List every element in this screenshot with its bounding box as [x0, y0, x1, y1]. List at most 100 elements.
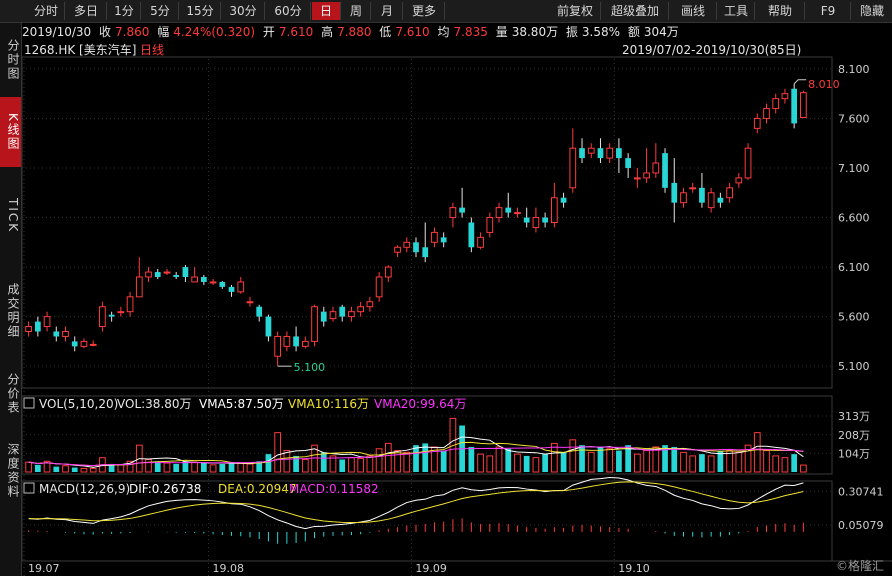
volume-bar-18: [191, 461, 198, 473]
period-tab-7[interactable]: 日: [312, 2, 341, 20]
period-tab-5[interactable]: 30分: [222, 2, 265, 20]
candle-body-34: [339, 306, 346, 317]
candle-46: [449, 202, 457, 228]
volume-tick-2: 104万: [838, 447, 870, 460]
min-price-label: 5.100: [294, 361, 326, 374]
volume-bar-40: [394, 450, 401, 473]
candle-body-26: [265, 316, 272, 337]
period-tab-1[interactable]: 多日: [66, 2, 107, 20]
candle-body-69: [662, 153, 668, 188]
sidebar-item-1[interactable]: K线图: [0, 97, 21, 167]
volume-bar-6: [80, 467, 88, 473]
period-tab-0[interactable]: 分时: [28, 2, 65, 20]
candle-80: [763, 103, 770, 124]
vol-value: VOL:38.80万: [117, 397, 192, 411]
candle-71: [680, 187, 687, 208]
candle-body-78: [744, 147, 752, 179]
volume-bar-37: [366, 455, 374, 473]
candle-body-84: [800, 92, 807, 118]
candle-55: [532, 207, 540, 233]
period-tab-2[interactable]: 1分: [108, 2, 141, 20]
vma10-value: VMA10:116万: [288, 397, 369, 411]
volume-bar-19: [200, 463, 207, 472]
volume-bar-24: [246, 463, 254, 473]
kline-chart-area[interactable]: 1268.HK [美东汽车] 日线 2019/07/02-2019/10/30(…: [22, 41, 892, 576]
candle-body-33: [329, 311, 337, 320]
sidebar-item-0[interactable]: 分时图: [6, 39, 20, 81]
vma10-line: [28, 441, 804, 467]
candle-body-52: [505, 207, 512, 213]
quote-high: 7.880: [337, 25, 372, 39]
symbol-label: 1268.HK [美东汽车]: [24, 42, 136, 57]
vma20-line: [28, 446, 804, 467]
candle-body-44: [431, 231, 438, 243]
toolbar-right-4[interactable]: 帮助: [756, 2, 805, 20]
volume-bar-41: [403, 451, 411, 473]
toolbar-right-6[interactable]: 隐藏: [852, 2, 892, 20]
volume-panel[interactable]: [22, 395, 833, 475]
candle-body-47: [459, 207, 465, 213]
volume-title: VOL(5,10,20): [39, 397, 118, 411]
price-frame: [22, 56, 833, 389]
candle-body-81: [772, 98, 780, 110]
candle-21: [219, 280, 226, 289]
volume-bar-82: [781, 457, 789, 473]
candle-body-64: [616, 148, 622, 159]
macd-panel-toggle-icon[interactable]: [23, 482, 35, 494]
candle-17: [182, 265, 189, 282]
candle-body-54: [523, 217, 530, 223]
toolbar-right-1[interactable]: 超级叠加: [602, 2, 669, 20]
candle-74: [707, 187, 715, 213]
volume-bar-73: [699, 454, 705, 472]
period-tab-10[interactable]: 更多: [404, 2, 445, 20]
period-tab-9[interactable]: 月: [372, 2, 403, 20]
sidebar-item-4[interactable]: 分价表: [6, 373, 20, 415]
candle-38: [375, 272, 383, 302]
toolbar-right-5[interactable]: F9: [806, 2, 851, 20]
sidebar-item-5[interactable]: 深度资料: [6, 443, 20, 499]
volume-panel-toggle-icon[interactable]: [23, 397, 35, 409]
period-tab-4[interactable]: 15分: [180, 2, 221, 20]
period-tab-6[interactable]: 60分: [266, 2, 311, 20]
candle-body-16: [173, 275, 180, 277]
candle-42: [413, 237, 419, 258]
volume-bar-26: [265, 454, 272, 472]
candle-14: [154, 269, 161, 279]
toolbar-right-3[interactable]: 工具: [718, 2, 755, 20]
dif-line: [28, 476, 804, 530]
candle-body-14: [154, 272, 161, 277]
sidebar-item-3[interactable]: 成交明细: [6, 283, 20, 339]
candle-body-22: [228, 286, 235, 292]
period-tab-3[interactable]: 5分: [142, 2, 179, 20]
candle-58: [560, 192, 567, 208]
candle-11: [126, 291, 134, 317]
toolbar-right-2[interactable]: 画线: [670, 2, 717, 20]
quote-volume: 38.80万: [511, 25, 559, 39]
candle-body-65: [625, 158, 632, 168]
period-tab-8[interactable]: 周: [342, 2, 371, 20]
candle-body-59: [569, 147, 577, 189]
sidebar-item-2[interactable]: TICK: [6, 198, 20, 234]
candle-body-71: [680, 192, 687, 204]
volume-bar-80: [763, 450, 770, 473]
candle-5: [71, 336, 78, 352]
volume-bar-51: [495, 446, 503, 473]
date-tick-2: 19.09: [415, 562, 447, 575]
candle-body-61: [587, 147, 595, 154]
candle-37: [366, 296, 374, 312]
candle-body-50: [486, 217, 494, 233]
candle-body-19: [200, 277, 207, 282]
candle-body-35: [348, 311, 355, 318]
candle-body-46: [449, 207, 457, 219]
quote-open: 7.610: [278, 25, 314, 39]
candle-47: [459, 187, 465, 218]
volume-bar-68: [652, 446, 660, 473]
quote-amount: 304万: [643, 25, 679, 39]
toolbar-right-0[interactable]: 前复权: [550, 2, 601, 20]
volume-bar-7: [89, 467, 97, 473]
candle-body-12: [135, 276, 143, 298]
price-panel[interactable]: 8.010 5.100: [22, 56, 840, 576]
date-range-label: 2019/07/02-2019/10/30(85日): [622, 43, 801, 57]
candle-73: [699, 172, 705, 208]
volume-bar-79: [753, 432, 761, 473]
